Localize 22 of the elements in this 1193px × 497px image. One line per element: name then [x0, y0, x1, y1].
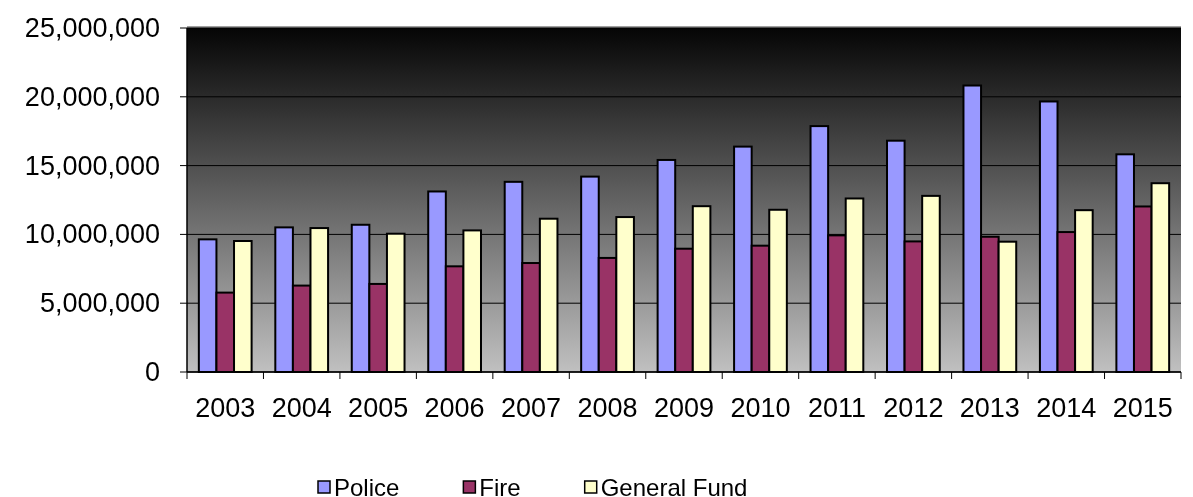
x-tick-label: 2009	[653, 393, 715, 423]
legend-label: Police	[334, 473, 400, 497]
x-tick-label: 2011	[807, 393, 866, 423]
x-tick-label: 2008	[577, 393, 638, 423]
x-tick-label: 2013	[959, 393, 1020, 423]
x-tick-label: 2012	[883, 393, 944, 423]
x-tick-label: 2005	[348, 393, 409, 423]
x-tick-label: 2003	[195, 393, 256, 423]
x-tick-label: 2015	[1112, 393, 1173, 423]
legend-label: Fire	[479, 473, 521, 497]
y-tick-label: 25,000,000	[24, 13, 160, 43]
y-tick-label: 10,000,000	[24, 219, 160, 250]
y-tick-label: 15,000,000	[24, 150, 160, 181]
y-tick-label: 0	[144, 357, 160, 387]
x-tick-label: 2014	[1036, 393, 1097, 423]
legend-label: General Fund	[600, 473, 748, 497]
x-tick-label: 2006	[424, 393, 485, 423]
x-tick-label: 2004	[271, 393, 332, 423]
y-tick-label: 20,000,000	[24, 81, 160, 112]
x-tick-label: 2010	[730, 393, 791, 423]
y-tick-label: 5,000,000	[39, 288, 160, 319]
x-tick-label: 2007	[501, 393, 562, 423]
